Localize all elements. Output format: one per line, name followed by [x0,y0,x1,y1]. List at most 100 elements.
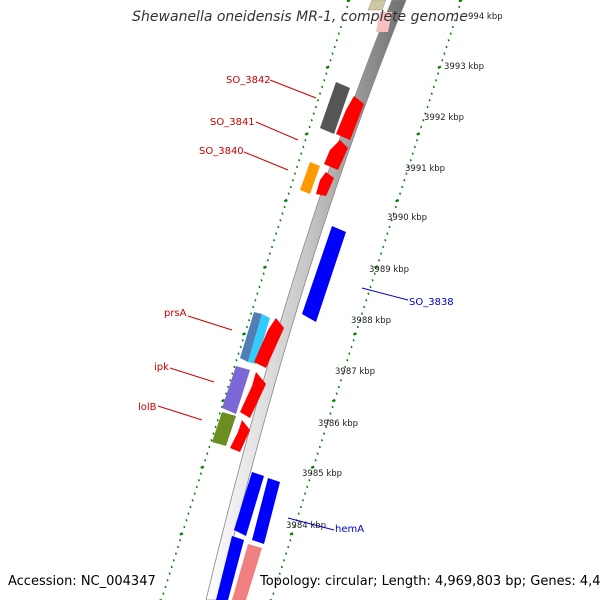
minor-tick [245,325,249,329]
gene-feature-lolb[interactable] [212,412,236,446]
gene-feature-red-arrow[interactable] [336,96,364,140]
minor-tick [455,12,459,15]
gene-feature-pink[interactable] [232,544,262,600]
major-tick [346,0,351,3]
major-tick [221,398,226,403]
major-tick [283,198,288,203]
minor-tick [428,99,431,102]
minor-tick [231,372,234,375]
minor-tick [344,365,347,369]
minor-tick [321,85,324,89]
minor-tick [441,59,444,62]
minor-tick [241,339,244,342]
gene-feature-red-arrow[interactable] [254,318,284,368]
minor-tick [308,479,311,482]
minor-tick [299,505,302,509]
label-ipk[interactable]: ipk [154,362,169,373]
minor-tick [314,459,317,462]
minor-tick [323,79,326,82]
minor-tick [254,299,257,302]
gene-feature-so3842[interactable] [320,82,350,134]
minor-tick [365,299,368,302]
major-tick [331,398,336,403]
minor-tick [272,592,275,595]
minor-tick [382,245,385,249]
minor-tick [289,539,292,542]
minor-tick [289,185,292,189]
minor-tick [208,445,211,449]
minor-tick [268,252,272,255]
minor-tick [344,12,347,15]
minor-tick [310,119,313,122]
minor-tick [405,172,408,175]
minor-tick [329,59,332,62]
label-so3838[interactable]: SO_3838 [409,297,454,308]
minor-tick [453,19,457,22]
minor-tick [337,32,340,35]
minor-tick [193,492,196,495]
gene-feature[interactable] [367,0,387,11]
gene-feature-cyan[interactable] [248,314,270,364]
gene-feature-blue[interactable] [216,536,244,600]
accession-text: Accession: NC_004347 [8,574,156,589]
label-hema[interactable]: hemA [335,524,364,535]
minor-tick [280,565,283,569]
minor-tick [339,379,343,382]
minor-tick [316,452,319,455]
minor-tick [310,472,313,475]
label-so3840[interactable]: SO_3840 [199,146,244,157]
major-tick [325,65,330,69]
major-tick [289,532,294,536]
minor-tick [302,145,305,149]
minor-tick [373,272,376,275]
minor-tick [449,32,452,35]
label-so3841[interactable]: SO_3841 [210,117,255,128]
minor-tick [327,419,330,422]
gene-feature-red-arrow[interactable] [316,172,334,196]
minor-tick [426,105,429,109]
minor-tick [325,72,328,75]
label-prsa[interactable]: prsA [164,308,187,319]
gene-feature-so3841[interactable] [324,140,348,170]
gene-feature-blue[interactable] [218,594,228,600]
gene-feature-red-arrow[interactable] [240,372,266,418]
minor-tick [216,419,219,422]
gene-feature-blue[interactable] [234,472,264,536]
minor-tick [325,425,328,429]
minor-tick [411,152,414,155]
gene-feature-ipk[interactable] [222,366,250,414]
gene-feature-so3840[interactable] [300,162,320,194]
gene-features [212,0,392,600]
minor-tick [162,592,165,595]
gene-feature-hema[interactable] [252,478,280,544]
minor-tick [174,552,178,555]
minor-tick [312,112,315,115]
minor-tick [293,172,297,175]
major-tick [374,265,379,269]
minor-tick [235,359,238,362]
minor-tick [333,45,336,49]
minor-tick [371,279,374,282]
gene-feature-prsa[interactable] [240,312,262,362]
gene-feature-red-arrow[interactable] [230,420,250,452]
tick-ring-left [158,0,351,600]
minor-tick [341,19,345,22]
major-tick [262,265,267,269]
minor-tick [204,459,207,462]
minor-tick [170,565,173,569]
minor-tick [358,319,362,322]
minor-tick [227,385,230,389]
label-lolb[interactable]: lolB [138,402,157,413]
major-tick [200,465,205,469]
minor-tick [390,219,393,222]
minor-tick [179,539,182,542]
label-so3842[interactable]: SO_3842 [226,75,271,86]
minor-tick [398,192,402,195]
gene-feature-so3838[interactable] [302,226,346,322]
minor-tick [218,412,221,415]
gene-feature[interactable] [376,12,392,32]
major-tick [304,132,309,136]
minor-tick [195,485,198,489]
minor-tick [335,392,338,395]
